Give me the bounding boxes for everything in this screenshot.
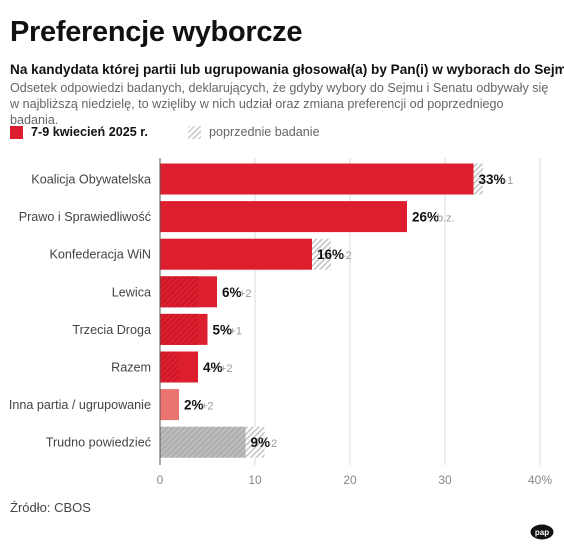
current-bar [160, 163, 474, 195]
bar-chart: 0 10 20 30 40% Koalicja Obywatelska 33%-1 Prawo… [9, 158, 552, 487]
value-label: 26% [412, 210, 439, 225]
category-label: Razem [111, 361, 151, 375]
current-bar [160, 201, 407, 233]
category-label: Lewica [112, 285, 151, 299]
chart-question: Na kandydata której partii lub ugrupowan… [10, 62, 564, 77]
legend-previous-label: poprzednie badanie [208, 125, 320, 139]
previous-bar [160, 276, 198, 308]
change-label: -2 [268, 438, 278, 450]
value-label: 4% [203, 360, 223, 375]
legend: 7-9 kwiecień 2025 r. poprzednie badanie [10, 124, 320, 140]
category-label: Inna partia / ugrupowanie [9, 398, 151, 412]
category-label: Trudno powiedzieć [46, 436, 151, 450]
change-label: b.z. [437, 213, 455, 225]
value-label: 5% [213, 322, 233, 337]
subtitle-line: Odsetek odpowiedzi badanych, deklarujący… [10, 81, 549, 95]
value-label: 33% [479, 172, 506, 187]
chart-title: Preferencje wyborcze [10, 16, 303, 48]
value-label: 2% [184, 398, 204, 413]
value-label: 6% [222, 285, 242, 300]
change-label: +2 [201, 401, 214, 413]
x-tick-label: 0 [157, 473, 164, 487]
x-tick-label: 40% [528, 473, 552, 487]
x-tick-label: 30 [438, 473, 452, 487]
category-label: Konfederacja WiN [50, 248, 152, 262]
subtitle-line: w najbliższą niedzielę, to wzięliby w ni… [10, 97, 504, 127]
x-tick-label: 20 [343, 473, 357, 487]
current-bar [160, 238, 312, 270]
chart-subtitle: Odsetek odpowiedzi badanych, deklarujący… [10, 80, 555, 128]
previous-bar [160, 351, 179, 383]
category-label: Prawo i Sprawiedliwość [19, 210, 151, 224]
category-label: Trzecia Droga [72, 323, 151, 337]
change-label: +2 [239, 288, 252, 300]
value-label: 9% [251, 435, 271, 450]
source-note: Źródło: CBOS [10, 500, 91, 515]
x-tick-label: 10 [248, 473, 262, 487]
category-label: Koalicja Obywatelska [31, 173, 151, 187]
change-label: -2 [342, 250, 352, 262]
legend-current-swatch [10, 125, 23, 139]
svg-text:pap: pap [535, 528, 549, 537]
change-label: +1 [230, 325, 243, 337]
legend-current-label: 7-9 kwiecień 2025 r. [31, 125, 148, 139]
legend-previous-swatch [187, 125, 201, 139]
value-label: 16% [317, 247, 344, 262]
change-label: -1 [504, 175, 514, 187]
change-label: +2 [220, 363, 233, 375]
current-bar [160, 389, 179, 421]
pap-logo: pap [530, 524, 554, 540]
current-bar [160, 426, 246, 458]
previous-bar [160, 313, 198, 345]
